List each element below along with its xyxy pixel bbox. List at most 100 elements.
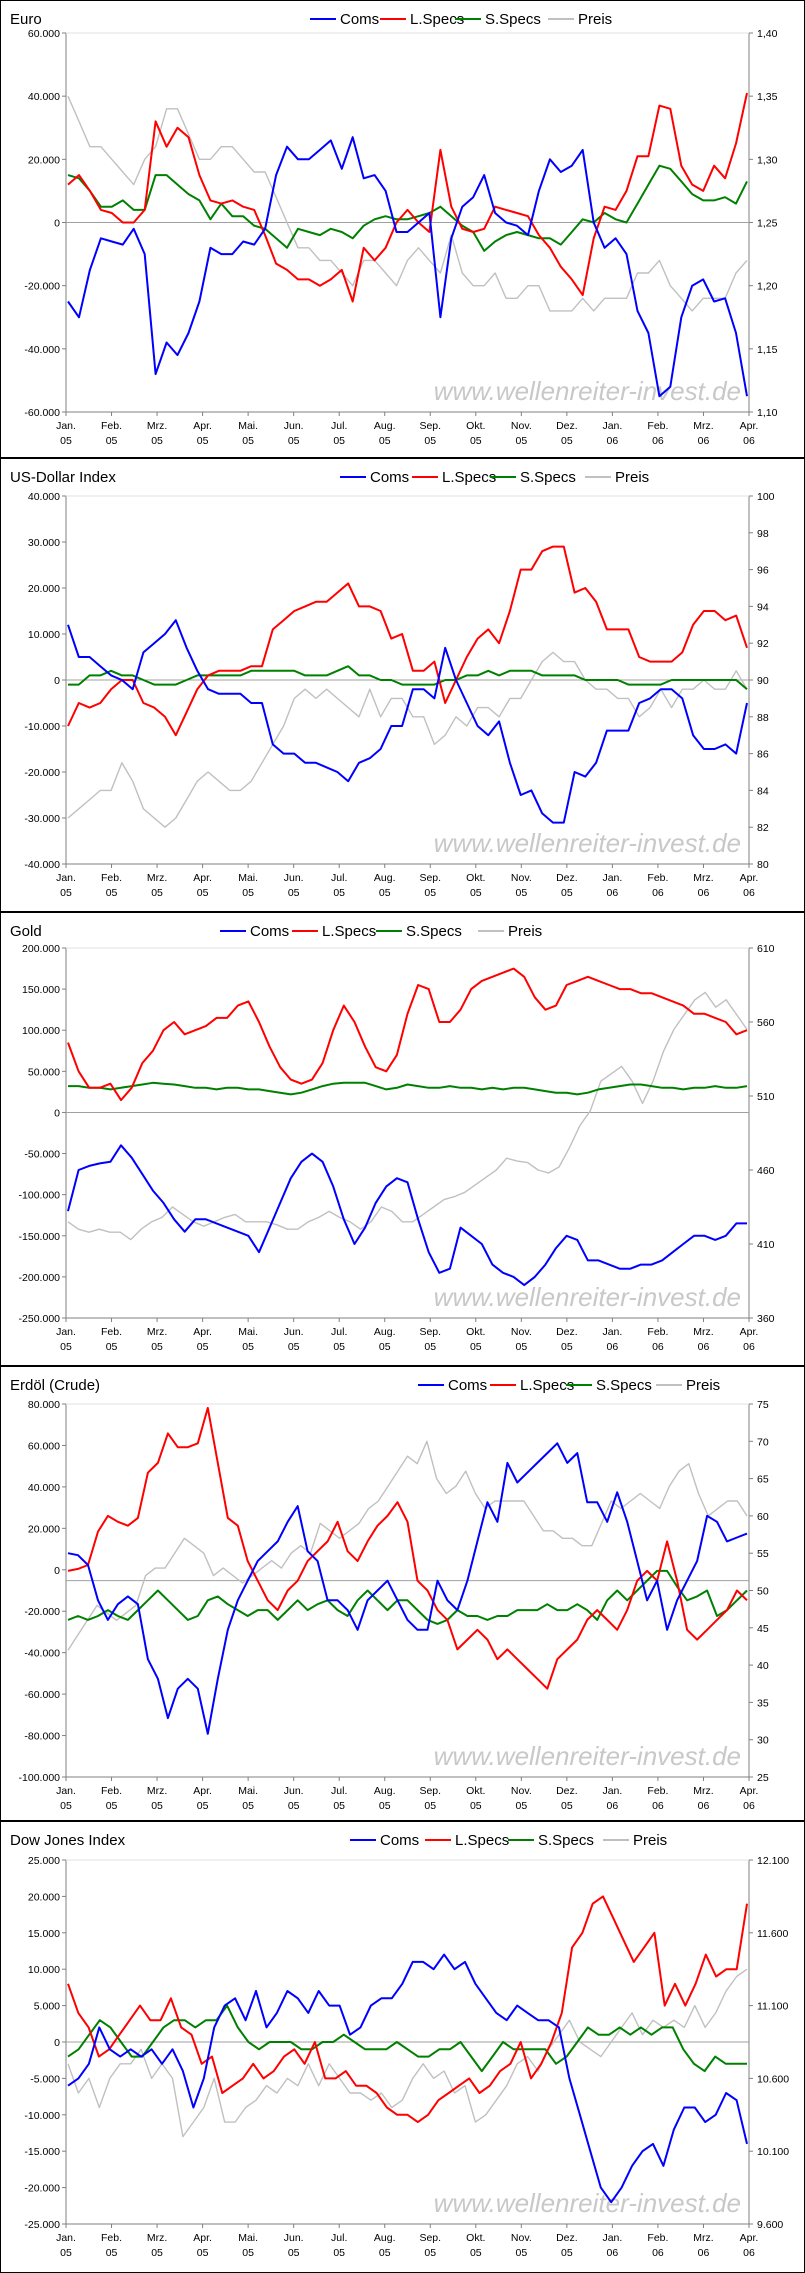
- ch1-legend-label-coms: Coms: [370, 469, 409, 486]
- ch3-month-label: Mai.: [238, 1785, 258, 1797]
- ch4-year-label: 06: [698, 2247, 710, 2259]
- ch3-year-label: 06: [652, 1800, 664, 1812]
- ch4-legend-label-s-specs: S.Specs: [538, 1832, 594, 1849]
- ch1-year-label: 05: [106, 887, 118, 899]
- ch4-month-label: Dez.: [556, 2232, 578, 2244]
- ch3-right-tick-label: 60: [757, 1511, 769, 1523]
- ch1-year-label: 05: [288, 887, 300, 899]
- ch1-month-label: Jun.: [284, 872, 304, 884]
- ch0-left-tick-label: -20.000: [24, 281, 60, 293]
- ch4-year-label: 05: [424, 2247, 436, 2259]
- ch2-month-label: Dez.: [556, 1326, 578, 1338]
- ch3-series-l-specs: [67, 1406, 748, 1690]
- ch2-series-l-specs: [67, 967, 748, 1102]
- ch1-month-label: Mrz.: [147, 872, 167, 884]
- ch0-left-tick-label: 60.000: [28, 28, 60, 40]
- ch0-right-tick-label: 1,15: [757, 344, 778, 356]
- ch2-left-tick-label: -250.000: [19, 1313, 61, 1325]
- ch4-left-tick-label: 5.000: [34, 2001, 60, 2013]
- ch2-legend-label-coms: Coms: [250, 923, 289, 940]
- ch4-month-label: Sep.: [419, 2232, 441, 2244]
- ch2-left-tick-label: 150.000: [22, 984, 60, 996]
- ch1-year-label: 06: [607, 887, 619, 899]
- ch3-year-label: 05: [470, 1800, 482, 1812]
- ch4-month-label: Jun.: [284, 2232, 304, 2244]
- ch3-right-tick-label: 35: [757, 1697, 769, 1709]
- ch4-right-tick-label: 10.100: [757, 2146, 789, 2158]
- ch4-right-tick-label: 10.600: [757, 2073, 789, 2085]
- ch1-month-label: Okt.: [466, 872, 485, 884]
- ch4-left-tick-label: 10.000: [28, 1964, 60, 1976]
- ch0-month-label: Feb.: [101, 420, 122, 432]
- ch3-title: Erdöl (Crude): [10, 1377, 100, 1394]
- ch4-legend-label-preis: Preis: [633, 1832, 667, 1849]
- ch3-month-label: Feb.: [647, 1785, 668, 1797]
- ch1-legend-label-s-specs: S.Specs: [520, 469, 576, 486]
- ch2-month-label: Jan.: [602, 1326, 622, 1338]
- ch2-year-label: 05: [242, 1341, 254, 1353]
- ch3-right-tick-label: 45: [757, 1623, 769, 1635]
- ch0-month-label: Jan.: [56, 420, 76, 432]
- ch4-year-label: 05: [60, 2247, 72, 2259]
- ch3-right-tick-label: 50: [757, 1586, 769, 1598]
- ch3-year-label: 05: [561, 1800, 573, 1812]
- ch3-month-label: Mrz.: [693, 1785, 713, 1797]
- ch1-right-tick-label: 84: [757, 785, 769, 797]
- ch4-right-tick-label: 11.100: [757, 2001, 788, 2013]
- ch1-year-label: 05: [470, 887, 482, 899]
- ch4-month-label: Okt.: [466, 2232, 485, 2244]
- ch1-left-tick-label: 10.000: [28, 629, 60, 641]
- ch4-year-label: 05: [515, 2247, 527, 2259]
- ch0-series-s-specs: [67, 164, 748, 252]
- ch0-month-label: Okt.: [466, 420, 485, 432]
- ch1-year-label: 05: [515, 887, 527, 899]
- ch3-right-tick-label: 70: [757, 1436, 769, 1448]
- ch2-month-label: Feb.: [647, 1326, 668, 1338]
- ch2-month-label: Nov.: [511, 1326, 532, 1338]
- ch4-left-tick-label: -10.000: [24, 2110, 60, 2122]
- ch1-year-label: 05: [333, 887, 345, 899]
- ch2-left-tick-label: -200.000: [19, 1272, 61, 1284]
- ch2-year-label: 06: [698, 1341, 710, 1353]
- ch2-month-label: Jan.: [56, 1326, 76, 1338]
- ch0-series-preis: [67, 95, 748, 312]
- ch3-left-tick-label: -60.000: [24, 1689, 60, 1701]
- ch0-legend-label-preis: Preis: [578, 11, 612, 28]
- ch3-left-tick-label: 20.000: [28, 1523, 60, 1535]
- ch4-year-label: 05: [561, 2247, 573, 2259]
- ch3-right-tick-label: 55: [757, 1548, 769, 1560]
- ch1-right-tick-label: 88: [757, 712, 769, 724]
- ch3-series-preis: [67, 1440, 748, 1651]
- ch0-right-tick-label: 1,20: [757, 281, 778, 293]
- ch1-left-tick-label: -10.000: [24, 721, 60, 733]
- ch1-watermark: www.wellenreiter-invest.de: [434, 828, 741, 858]
- ch3-year-label: 05: [151, 1800, 163, 1812]
- ch3-legend-label-coms: Coms: [448, 1377, 487, 1394]
- ch0-year-label: 05: [288, 435, 300, 447]
- ch3-year-label: 05: [515, 1800, 527, 1812]
- ch3-year-label: 05: [288, 1800, 300, 1812]
- ch3-left-tick-label: 80.000: [28, 1399, 60, 1411]
- ch4-year-label: 05: [470, 2247, 482, 2259]
- ch3-left-tick-label: -40.000: [24, 1648, 60, 1660]
- ch2-right-tick-label: 360: [757, 1313, 775, 1325]
- ch3-series-s-specs: [67, 1569, 748, 1625]
- ch2-left-tick-label: -150.000: [19, 1231, 61, 1243]
- ch1-year-label: 06: [652, 887, 664, 899]
- ch0-left-tick-label: -60.000: [24, 407, 60, 419]
- ch3-right-tick-label: 25: [757, 1772, 769, 1784]
- ch4-left-tick-label: 0: [54, 2037, 60, 2049]
- ch2-year-label: 05: [515, 1341, 527, 1353]
- ch3-series-coms: [67, 1442, 748, 1735]
- ch3-year-label: 05: [242, 1800, 254, 1812]
- ch2-year-label: 05: [106, 1341, 118, 1353]
- ch2-year-label: 05: [288, 1341, 300, 1353]
- ch1-right-tick-label: 80: [757, 859, 769, 871]
- ch4-year-label: 05: [379, 2247, 391, 2259]
- ch3-year-label: 06: [607, 1800, 619, 1812]
- ch4-series-s-specs: [67, 2004, 747, 2073]
- ch3-month-label: Feb.: [101, 1785, 122, 1797]
- ch0-right-tick-label: 1,25: [757, 218, 778, 230]
- ch4-month-label: Jan.: [56, 2232, 76, 2244]
